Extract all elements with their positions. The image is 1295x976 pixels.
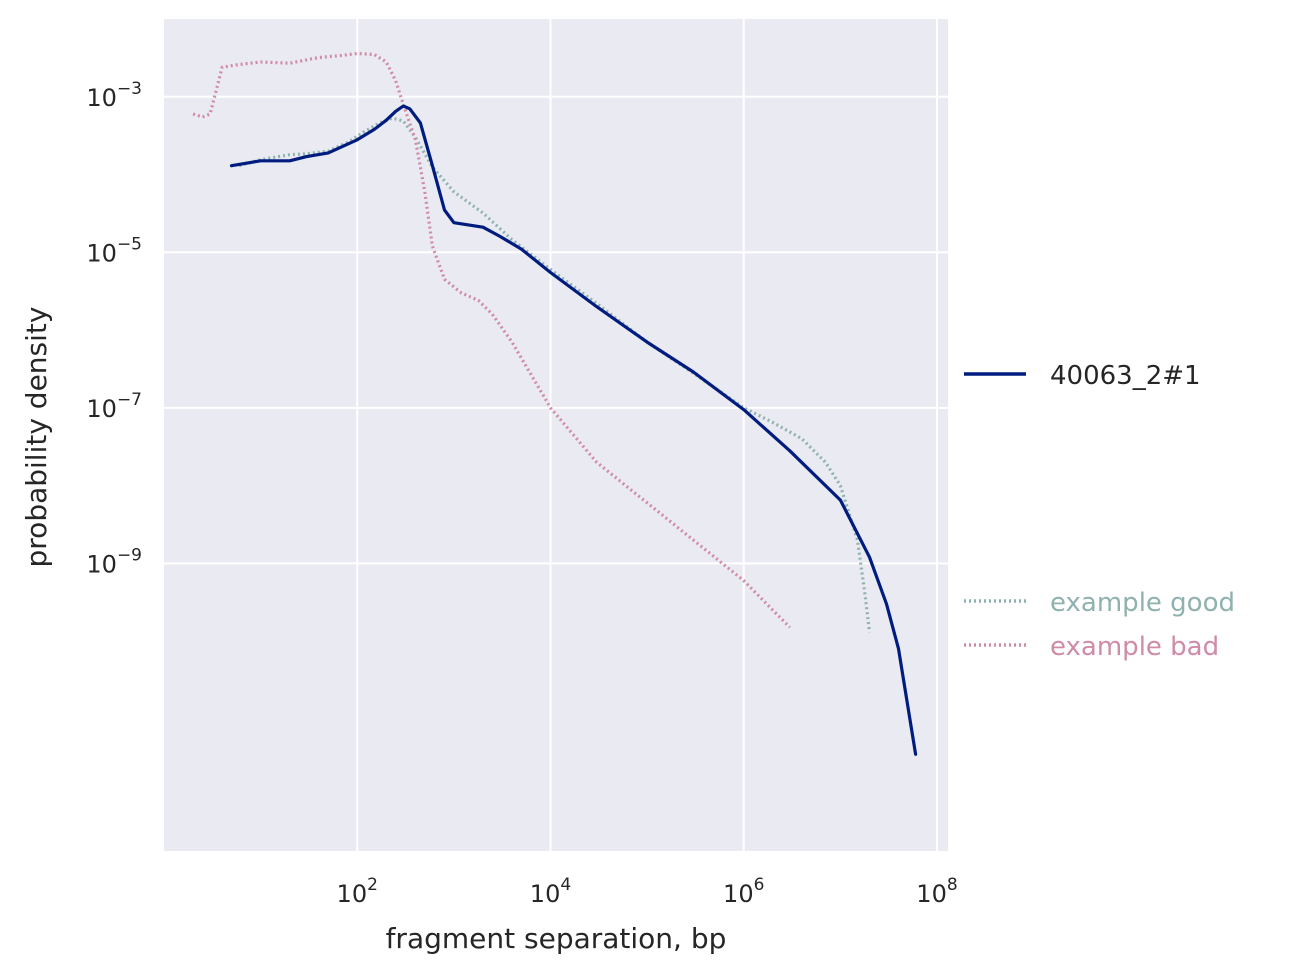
y-tick-exponent: −9 (117, 545, 142, 565)
plot-background (164, 19, 948, 851)
y-tick-label: 10−3 (86, 79, 142, 112)
grid (164, 19, 948, 851)
x-axis-label: fragment separation, bp (386, 922, 727, 955)
x-tick-base: 10 (337, 880, 368, 908)
y-tick-exponent: −5 (117, 234, 142, 254)
x-tick-label: 108 (916, 875, 957, 908)
series-line-40063-2-1 (229, 104, 918, 756)
x-tick-exponent: 6 (754, 875, 765, 895)
y-tick-label: 10−7 (86, 390, 142, 423)
series-line-example-bad (192, 51, 791, 629)
y-tick-exponent: −7 (117, 390, 142, 410)
x-tick-base: 10 (916, 880, 947, 908)
x-tick-exponent: 2 (367, 875, 378, 895)
legend: 40063_2#1 example good example bad (964, 361, 1235, 662)
x-tick-exponent: 4 (560, 875, 571, 895)
y-tick-exponent: −3 (117, 79, 142, 99)
x-tick-label: 104 (530, 875, 571, 908)
y-tick-label: 10−9 (86, 545, 142, 578)
legend-label-40063: 40063_2#1 (1050, 361, 1201, 391)
x-tick-base: 10 (530, 880, 561, 908)
x-tick-exponent: 8 (947, 875, 958, 895)
series-line-example-good (238, 116, 872, 633)
y-tick-base: 10 (86, 550, 117, 578)
legend-label-example-good: example good (1050, 588, 1235, 618)
y-tick-base: 10 (86, 239, 117, 267)
x-tick-label: 102 (337, 875, 378, 908)
legend-label-example-bad: example bad (1050, 632, 1219, 662)
y-axis-label: probability density (20, 307, 53, 568)
x-tick-base: 10 (723, 880, 754, 908)
y-tick-base: 10 (86, 395, 117, 423)
y-tick-base: 10 (86, 84, 117, 112)
x-tick-label: 106 (723, 875, 764, 908)
y-tick-label: 10−5 (86, 234, 142, 267)
series-layer (192, 51, 918, 756)
